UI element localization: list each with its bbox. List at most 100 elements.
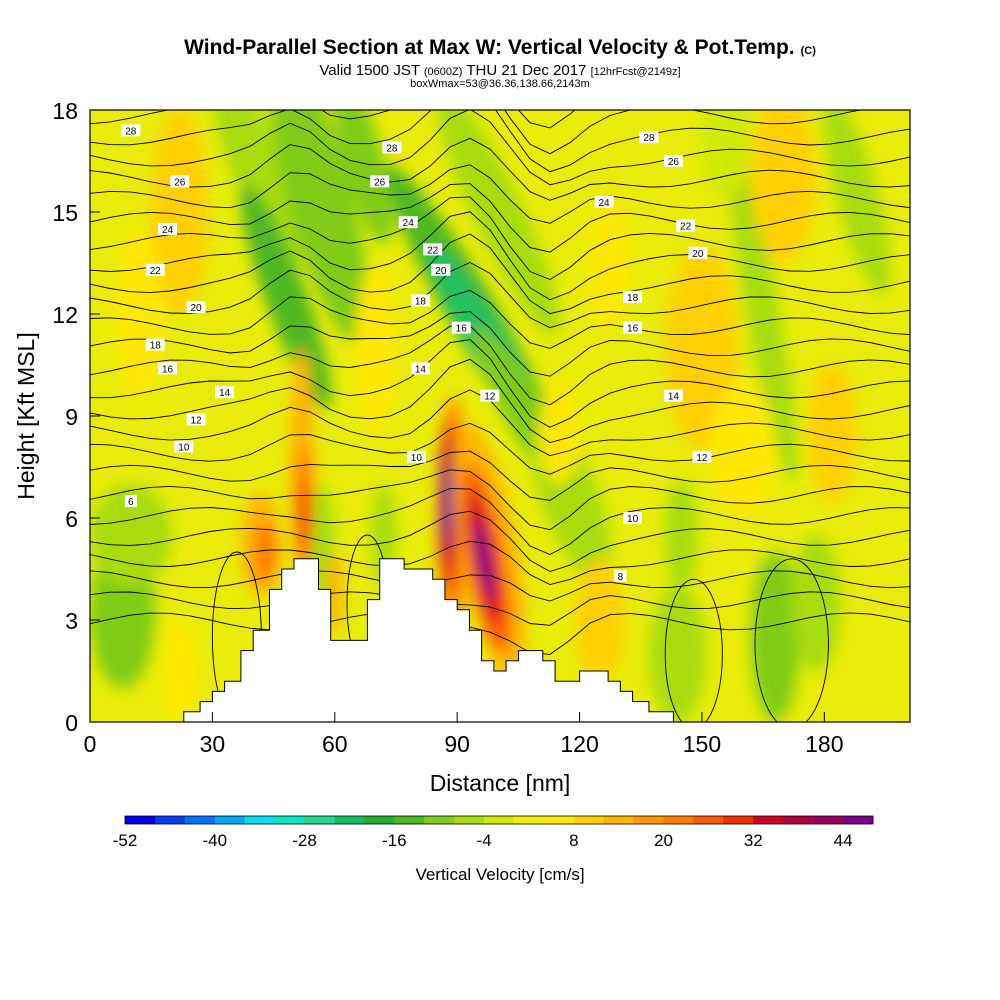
- valid-time: Valid 1500 JST (0600Z) THU 21 Dec 2017 […: [319, 62, 681, 79]
- y-axis: 0 3 6 9 12 15 18: [52, 98, 100, 736]
- x-tick-label: 90: [444, 731, 470, 757]
- colorbar-label: Vertical Velocity [cm/s]: [415, 865, 584, 884]
- contour-label-bg: [431, 263, 451, 276]
- box-wmax-info: boxWmax=53@36.36,138.66,2143m: [410, 78, 590, 90]
- colorbar-swatch: [154, 816, 186, 824]
- y-tick-label: 15: [52, 200, 78, 226]
- contour-label-bg: [688, 246, 708, 259]
- contour-label-bg: [124, 495, 137, 507]
- x-axis-label: Distance [nm]: [430, 770, 571, 796]
- theta-contour: [90, 510, 910, 572]
- velocity-cell: [648, 586, 707, 722]
- contour-label-bg: [639, 131, 659, 144]
- theta-contour: [90, 137, 910, 201]
- contour-label: 20: [692, 249, 704, 260]
- velocity-cell: [299, 484, 310, 552]
- contour-label-bg: [158, 223, 178, 235]
- theta-contour: [90, 311, 910, 377]
- theta-contour: [90, 325, 910, 406]
- terrain-mask: [90, 558, 910, 722]
- theta-contour: [90, 110, 910, 173]
- x-tick-label: 150: [683, 731, 721, 757]
- contour-label: 26: [668, 157, 680, 168]
- velocity-cell: [587, 195, 629, 331]
- velocity-cell: [665, 480, 698, 590]
- colorbar-swatch: [663, 816, 694, 824]
- contour-label-bg: [623, 321, 643, 334]
- y-axis-label: Height [Kft MSL]: [13, 332, 39, 499]
- copyright-mark: (C): [800, 45, 816, 57]
- colorbar-tick-label: 20: [654, 831, 673, 850]
- velocity-cell: [750, 110, 817, 263]
- colorbar-tick-label: 32: [744, 831, 763, 850]
- colorbar-swatch: [633, 816, 664, 824]
- colorbar-tick-label: -40: [202, 831, 227, 850]
- contour-label: 14: [219, 388, 231, 399]
- colorbar-tick-label: -16: [382, 831, 407, 850]
- contour-label-bg: [145, 338, 165, 351]
- theta-contour: [90, 211, 910, 301]
- contour-label: 20: [435, 266, 447, 277]
- velocity-cell: [333, 110, 393, 244]
- theta-contour: [90, 110, 910, 186]
- contour-label-bg: [692, 450, 712, 463]
- colorbar-tick-label: -4: [476, 831, 491, 850]
- y-tick-label: 12: [52, 302, 78, 328]
- colorbar-swatch: [364, 816, 395, 824]
- contour-label: 16: [456, 324, 468, 335]
- colorbar-swatch: [753, 816, 784, 824]
- theta-contour: [90, 183, 910, 253]
- contour-label: 14: [415, 364, 427, 375]
- contour-label-bg: [158, 362, 178, 375]
- contour-label: 10: [178, 443, 190, 454]
- velocity-cell: [163, 620, 197, 722]
- contour-label-bg: [623, 512, 643, 524]
- theta-contour: [90, 110, 864, 155]
- contour-label-bg: [663, 389, 683, 402]
- velocity-cell: [538, 382, 580, 484]
- theta-contour: [90, 540, 910, 585]
- theta-contour: [90, 164, 910, 224]
- contour-label-bg: [451, 321, 471, 334]
- contour-label: 18: [415, 296, 427, 307]
- velocity-cell: [474, 518, 494, 599]
- contour-label-bg: [663, 155, 683, 167]
- contour-label: 24: [598, 198, 610, 209]
- contour-label-bg: [398, 216, 418, 229]
- contour-label: 28: [643, 133, 655, 144]
- contour-label: 26: [174, 177, 186, 188]
- contour-label-bg: [382, 141, 402, 154]
- contour-label-bg: [423, 243, 443, 256]
- contour-label-bg: [614, 569, 627, 582]
- contour-label: 22: [150, 266, 162, 277]
- contour-label-bg: [170, 175, 190, 188]
- colorbar-swatch: [573, 816, 605, 824]
- contour-label-bg: [174, 440, 194, 453]
- contour-label-bg: [623, 291, 643, 303]
- contour-label-bg: [145, 263, 165, 276]
- y-tick-label: 6: [65, 506, 78, 532]
- contour-label-bg: [186, 413, 206, 426]
- contour-label: 28: [386, 143, 398, 154]
- colorbar-swatch: [693, 816, 724, 824]
- colorbar-tick-label: -28: [292, 831, 317, 850]
- plot-area: 6681010101212121414141616161818182020202…: [90, 110, 910, 722]
- colorbar-swatch: [394, 816, 425, 824]
- contour-label: 26: [374, 177, 386, 188]
- velocity-cell: [151, 110, 209, 314]
- colorbar-swatch: [214, 816, 245, 824]
- colorbar-swatch: [513, 816, 545, 824]
- theta-contour: [90, 591, 910, 626]
- velocity-cell: [791, 535, 841, 671]
- velocity-cell: [750, 552, 800, 722]
- contour-label: 22: [680, 222, 692, 233]
- colorbar-frame: [124, 815, 874, 825]
- theta-contours: [90, 110, 910, 722]
- theta-contour: [90, 261, 910, 329]
- contour-label: 28: [125, 126, 137, 137]
- contour-label: 12: [191, 415, 203, 426]
- colorbar-swatch: [454, 816, 485, 824]
- colorbar-swatch: [244, 816, 275, 824]
- colorbar-swatch: [843, 816, 874, 824]
- contour-label-bg: [370, 175, 390, 188]
